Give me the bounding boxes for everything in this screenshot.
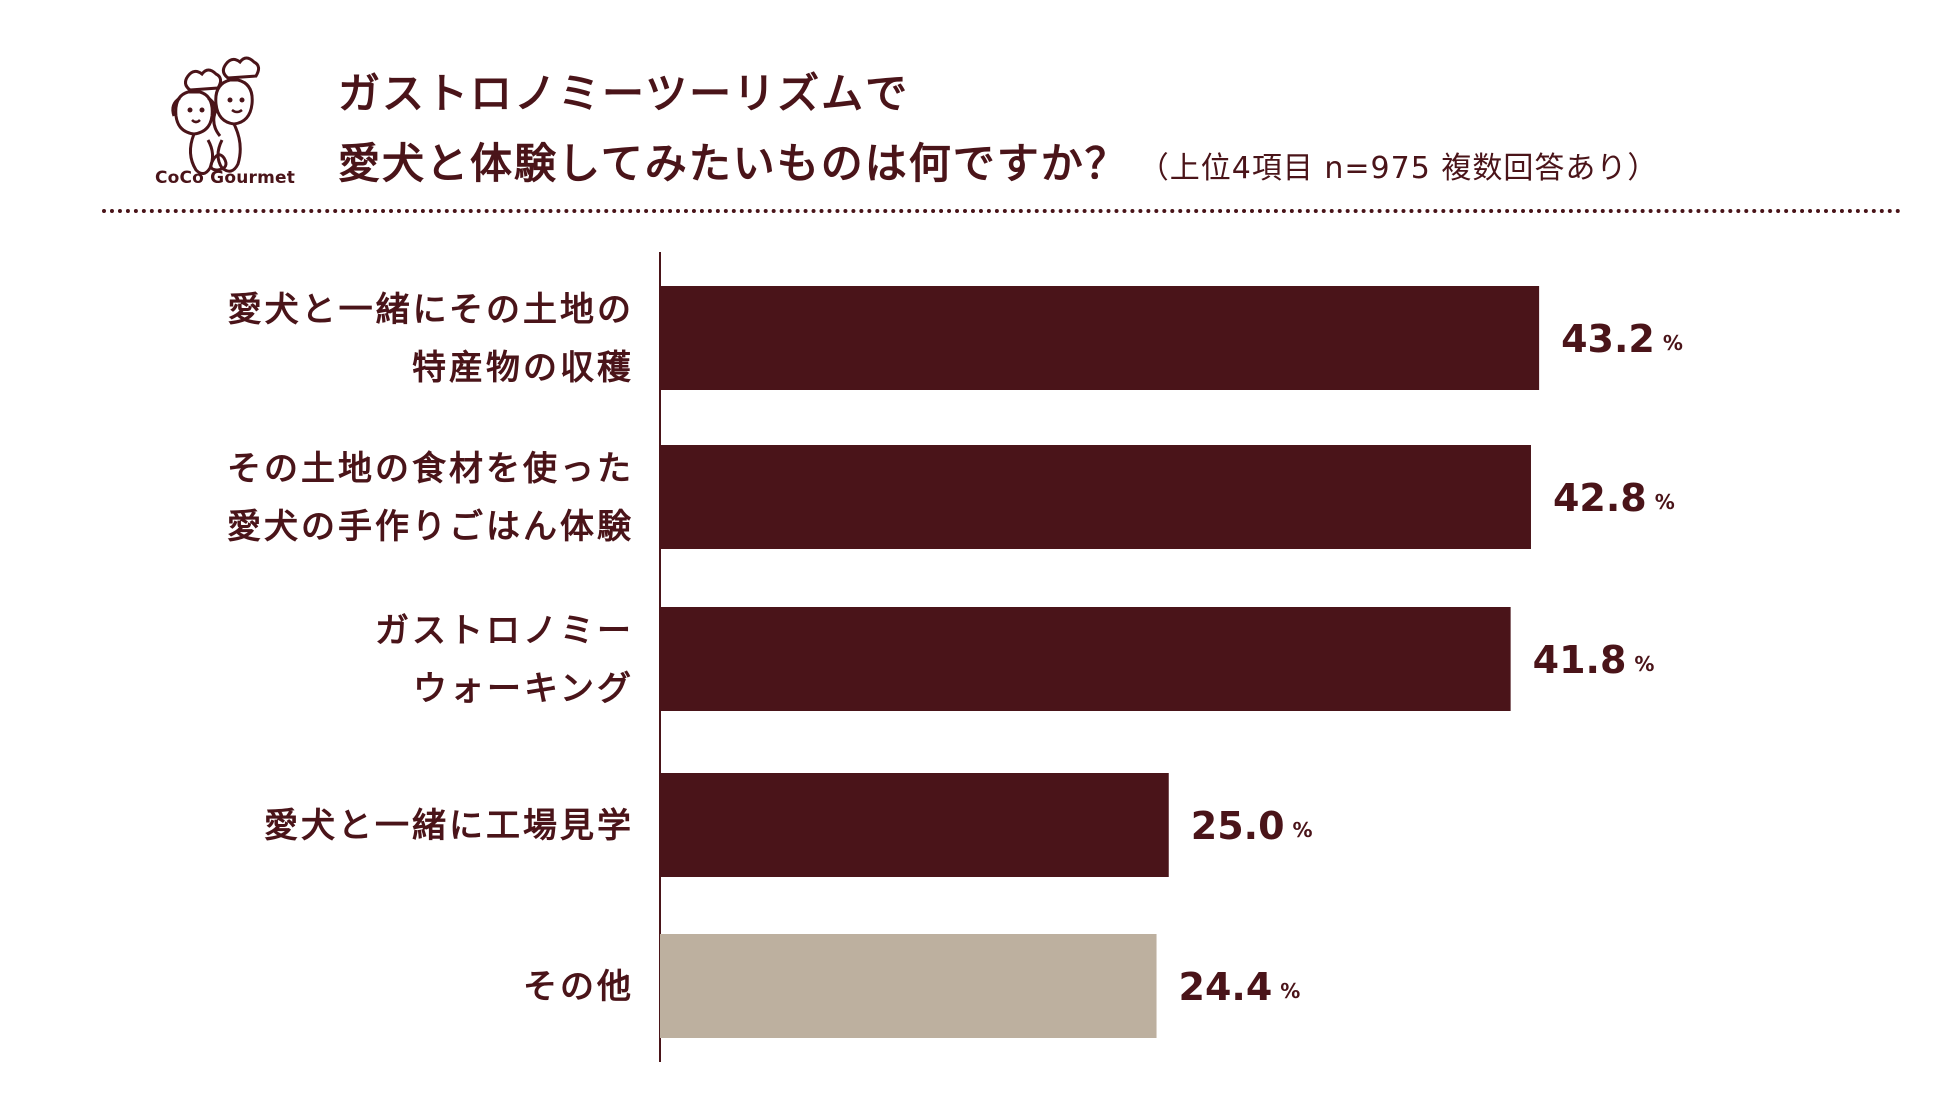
logo-text: CoCo Gourmet: [154, 168, 296, 188]
value-label-4: 24.4: [1179, 965, 1273, 1009]
chart-title-line-2: 愛犬と体験してみたいものは何ですか？ （上位4項目 n=975 複数回答あり）: [338, 130, 1658, 191]
bar-4: [660, 934, 1157, 1038]
category-label-2-1: ウォーキング: [413, 669, 634, 709]
category-label-4-0: その他: [523, 967, 634, 1007]
bar-1: [660, 445, 1531, 549]
chart-subtitle: （上位4項目 n=975 複数回答あり）: [1138, 151, 1659, 186]
category-label-2-0: ガストロノミー: [375, 611, 634, 651]
dotted-divider: [102, 209, 1902, 213]
value-label-2: 41.8: [1533, 638, 1627, 682]
chart-title-line-1: ガストロノミーツーリズムで: [338, 69, 910, 118]
value-label-0: 43.2: [1561, 317, 1655, 361]
value-unit-0: %: [1663, 331, 1683, 355]
value-unit-1: %: [1655, 490, 1675, 514]
value-label-1: 42.8: [1553, 476, 1647, 520]
value-unit-4: %: [1280, 979, 1300, 1003]
bar-3: [660, 773, 1169, 877]
category-label-3-0: 愛犬と一緒に工場見学: [264, 806, 634, 846]
bar-2: [660, 607, 1511, 711]
category-label-1-0: その土地の食材を使った: [227, 449, 634, 489]
value-unit-2: %: [1634, 652, 1654, 676]
bar-0: [660, 286, 1540, 390]
chart-title-main: 愛犬と体験してみたいものは何ですか？: [338, 139, 1129, 188]
category-label-0-0: 愛犬と一緒にその土地の: [228, 290, 634, 330]
category-label-1-1: 愛犬の手作りごはん体験: [227, 507, 634, 547]
category-label-0-1: 特産物の収穫: [412, 348, 634, 388]
value-label-3: 25.0: [1191, 804, 1285, 848]
value-unit-3: %: [1293, 818, 1313, 842]
coco-gourmet-logo: [171, 56, 261, 175]
